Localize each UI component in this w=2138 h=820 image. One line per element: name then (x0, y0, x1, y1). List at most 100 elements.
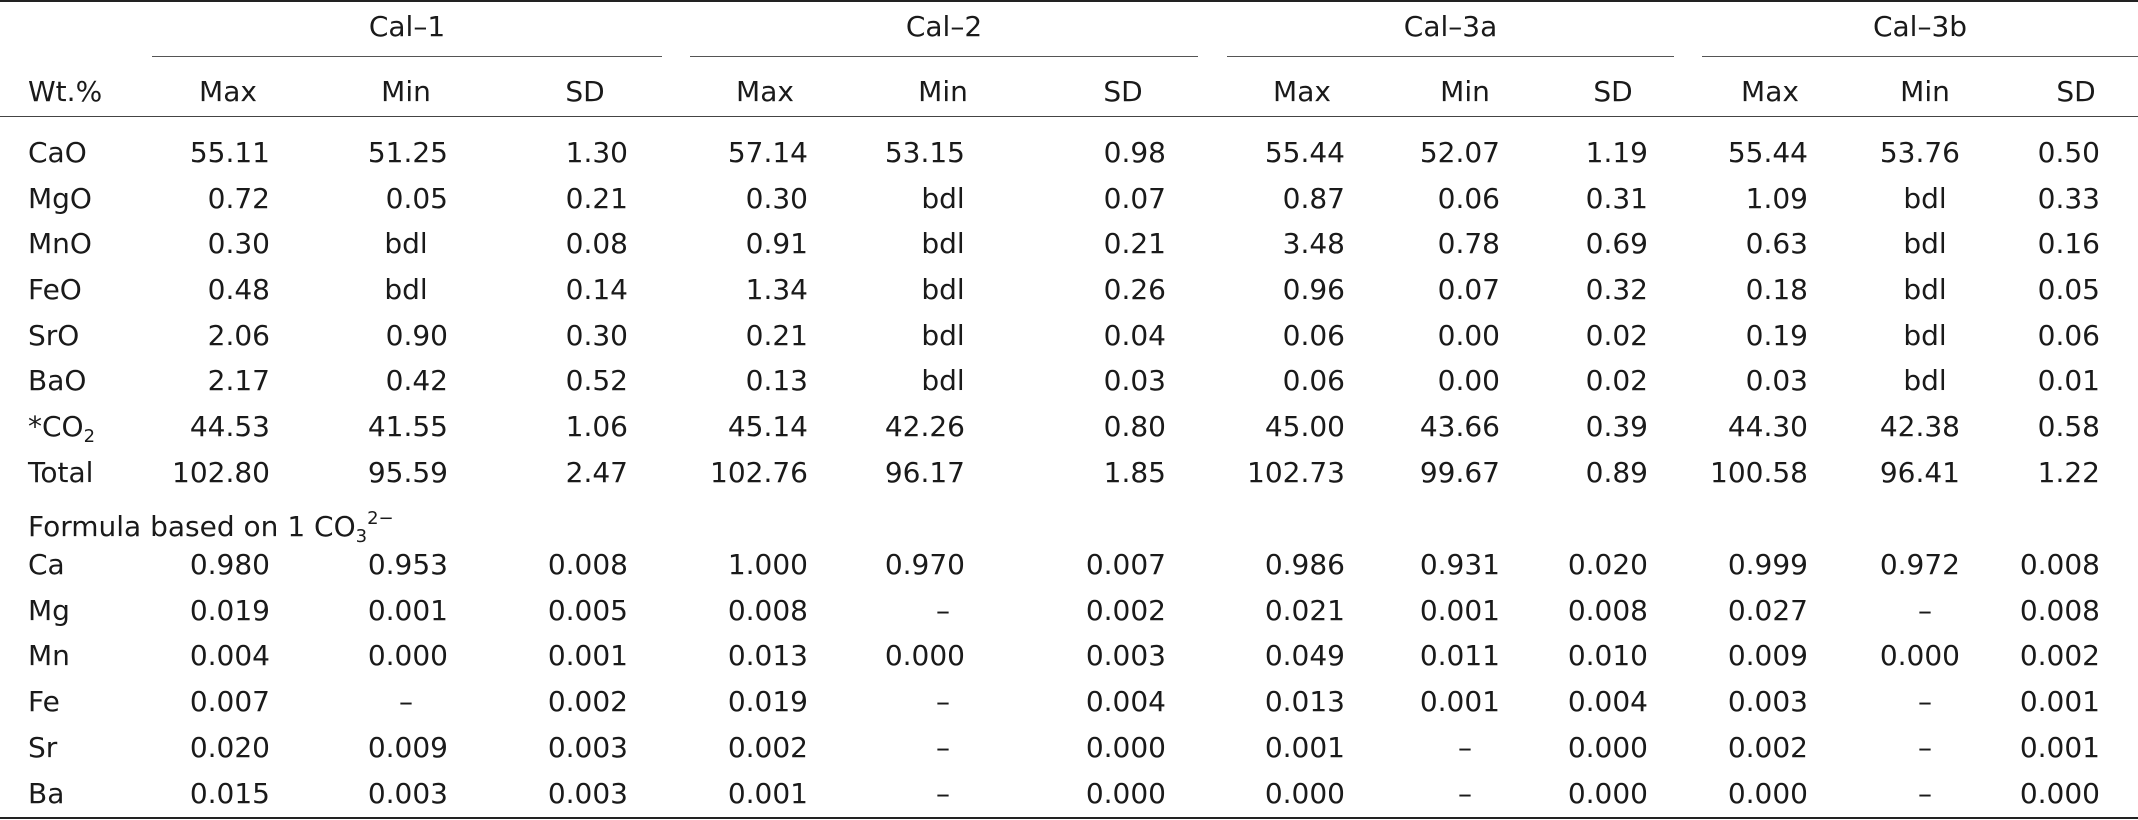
table-cell: 0.42 (385, 364, 448, 397)
table-cell: bdl (1903, 227, 1947, 260)
table-cell: 55.44 (1264, 136, 1345, 169)
table-cell: 0.013 (1264, 685, 1345, 718)
table-cell: 0.08 (565, 227, 628, 260)
table-cell: 42.38 (1879, 410, 1960, 443)
row-label: *CO2 (28, 405, 95, 449)
table-cell: 0.50 (2037, 136, 2100, 169)
group-header-cal-3a: Cal–3a (1227, 0, 1674, 57)
row-label: Mn (28, 639, 70, 672)
subcolumn-header: SD (565, 75, 605, 108)
table-cell: 0.001 (1264, 731, 1345, 764)
table-cell: 0.63 (1745, 227, 1808, 260)
table-cell: 0.05 (385, 182, 448, 215)
table-cell: 0.000 (1085, 777, 1166, 810)
table-cell: 0.89 (1585, 456, 1648, 489)
table-cell: 0.31 (1585, 182, 1648, 215)
table-cell: bdl (1903, 273, 1947, 306)
table-cell: 0.004 (1567, 685, 1648, 718)
table-cell: 0.39 (1585, 410, 1648, 443)
subcolumn-header: Max (1273, 75, 1331, 108)
table-cell: 0.80 (1103, 410, 1166, 443)
table-cell: 0.21 (565, 182, 628, 215)
table-cell: 45.00 (1264, 410, 1345, 443)
header-rule (0, 116, 2138, 117)
table-cell: 42.26 (884, 410, 965, 443)
table-cell: 0.019 (727, 685, 808, 718)
table-cell: – (936, 594, 950, 627)
table-cell: 0.52 (565, 364, 628, 397)
row-label: MgO (28, 182, 92, 215)
table-cell: 0.33 (2037, 182, 2100, 215)
table-cell: 0.004 (189, 639, 270, 672)
table-cell: 0.00 (1437, 364, 1500, 397)
table-cell: – (1458, 777, 1472, 810)
table-cell: bdl (921, 182, 965, 215)
table-cell: 0.003 (547, 777, 628, 810)
table-cell: 0.953 (367, 548, 448, 581)
table-cell: 0.002 (1727, 731, 1808, 764)
table-cell: 0.002 (2019, 639, 2100, 672)
group-header-cal-2: Cal–2 (690, 0, 1198, 57)
table-cell: 0.001 (1419, 685, 1500, 718)
table-cell: 0.980 (189, 548, 270, 581)
table-cell: 1.30 (565, 136, 628, 169)
table-cell: 100.58 (1710, 456, 1808, 489)
table-cell: 1.22 (2037, 456, 2100, 489)
table-cell: 102.76 (710, 456, 808, 489)
table-cell: 0.03 (1103, 364, 1166, 397)
table-cell: 0.06 (2037, 319, 2100, 352)
subcolumn-header: Min (1440, 75, 1490, 108)
table-cell: 0.027 (1727, 594, 1808, 627)
table-cell: 0.002 (727, 731, 808, 764)
table-cell: 96.17 (884, 456, 965, 489)
table-cell: 0.001 (2019, 731, 2100, 764)
table-cell: 0.009 (1727, 639, 1808, 672)
table-cell: 0.13 (745, 364, 808, 397)
table-cell: 0.03 (1745, 364, 1808, 397)
table-cell: 0.06 (1282, 364, 1345, 397)
row-label: CaO (28, 136, 87, 169)
table-cell: bdl (384, 273, 428, 306)
table-cell: 1.85 (1103, 456, 1166, 489)
table-cell: 0.07 (1103, 182, 1166, 215)
table-cell: 102.80 (172, 456, 270, 489)
row-label: SrO (28, 319, 80, 352)
table-cell: – (399, 685, 413, 718)
table-cell: 0.972 (1879, 548, 1960, 581)
table-cell: 0.001 (547, 639, 628, 672)
table-cell: 0.015 (189, 777, 270, 810)
table-cell: 0.30 (207, 227, 270, 260)
table-cell: 2.06 (207, 319, 270, 352)
table-cell: 0.011 (1419, 639, 1500, 672)
table-cell: 0.000 (1879, 639, 1960, 672)
table-cell: 3.48 (1282, 227, 1345, 260)
table-cell: bdl (921, 227, 965, 260)
table-cell: 0.01 (2037, 364, 2100, 397)
table-cell: 0.21 (745, 319, 808, 352)
table-cell: 2.17 (207, 364, 270, 397)
table-cell: 0.06 (1437, 182, 1500, 215)
table-cell: 0.19 (1745, 319, 1808, 352)
table-cell: 0.000 (1567, 731, 1648, 764)
table-cell: 44.30 (1727, 410, 1808, 443)
table-cell: 0.000 (1085, 731, 1166, 764)
table-cell: 0.91 (745, 227, 808, 260)
subcolumn-header: Max (199, 75, 257, 108)
subcolumn-header: Min (1900, 75, 1950, 108)
table-cell: 0.00 (1437, 319, 1500, 352)
table-cell: 2.47 (565, 456, 628, 489)
table-cell: 0.72 (207, 182, 270, 215)
table-cell: 0.02 (1585, 319, 1648, 352)
table-cell: 0.009 (367, 731, 448, 764)
group-header-cal-3b: Cal–3b (1702, 0, 2138, 57)
table-cell: 0.30 (745, 182, 808, 215)
table-cell: 0.013 (727, 639, 808, 672)
subcolumn-header: SD (1593, 75, 1633, 108)
row-label: Mg (28, 594, 70, 627)
row-label: Fe (28, 685, 60, 718)
table-cell: 41.55 (367, 410, 448, 443)
table-cell: 0.21 (1103, 227, 1166, 260)
table-cell: 96.41 (1879, 456, 1960, 489)
subcolumn-header: SD (2056, 75, 2096, 108)
table-cell: 52.07 (1419, 136, 1500, 169)
